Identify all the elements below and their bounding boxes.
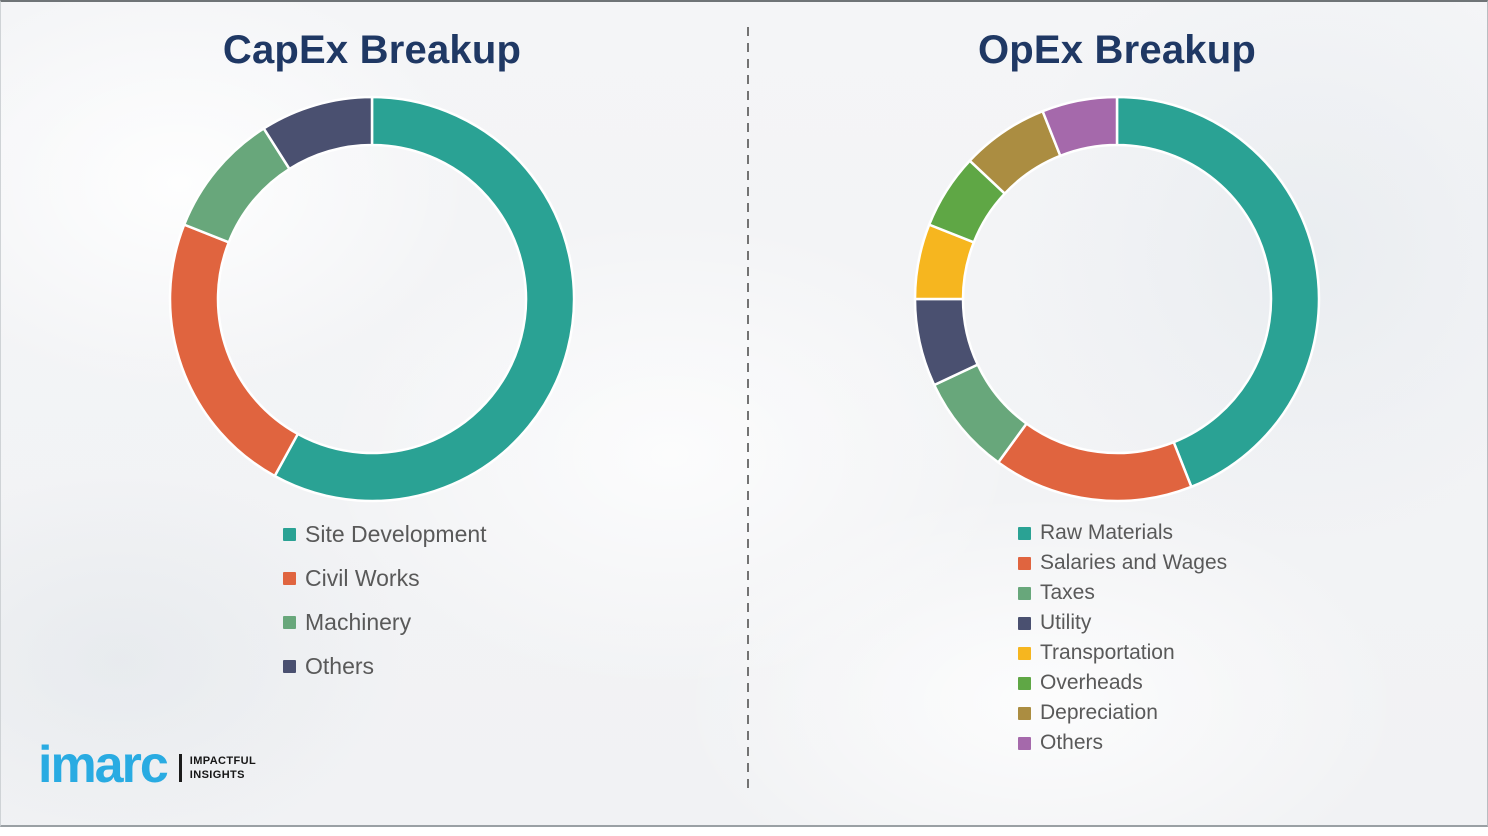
legend-item-depreciation: Depreciation bbox=[1018, 698, 1227, 728]
donut-segment bbox=[1115, 95, 1321, 489]
imarc-logo: imarc Impactful Insights bbox=[38, 739, 256, 797]
legend-item-others-capex: Others bbox=[283, 644, 487, 688]
capex-legend: Site Development Civil Works Machinery O… bbox=[283, 512, 487, 688]
legend-swatch bbox=[283, 615, 296, 629]
legend-label: Depreciation bbox=[1040, 701, 1158, 724]
legend-swatch bbox=[1018, 616, 1031, 630]
legend-item-site-development: Site Development bbox=[283, 512, 487, 556]
imarc-tagline: Impactful Insights bbox=[178, 753, 257, 783]
legend-swatch bbox=[1018, 646, 1031, 660]
legend-label: Raw Materials bbox=[1040, 521, 1174, 544]
bottom-white-strip bbox=[0, 827, 1488, 834]
vertical-dashed-divider bbox=[747, 27, 749, 792]
opex-legend: Raw Materials Salaries and Wages Taxes U… bbox=[1018, 518, 1227, 758]
tagline-line2: Insights bbox=[189, 769, 245, 781]
donut-segment bbox=[997, 422, 1193, 503]
donut-segment bbox=[168, 223, 300, 478]
legend-label: Site Development bbox=[305, 520, 487, 547]
donut-segment bbox=[262, 95, 374, 171]
legend-item-civil-works: Civil Works bbox=[283, 556, 487, 600]
legend-swatch bbox=[1018, 526, 1031, 540]
donut-segment bbox=[1041, 95, 1119, 158]
legend-label: Overheads bbox=[1040, 671, 1143, 694]
imarc-wordmark: imarc bbox=[38, 736, 169, 794]
legend-swatch bbox=[283, 659, 296, 673]
legend-label: Others bbox=[1040, 731, 1104, 754]
donut-segment bbox=[273, 95, 576, 503]
legend-item-machinery: Machinery bbox=[283, 600, 487, 644]
legend-item-overheads: Overheads bbox=[1018, 668, 1227, 698]
legend-swatch bbox=[1018, 586, 1031, 600]
legend-label: Transportation bbox=[1040, 641, 1175, 664]
legend-swatch bbox=[1018, 736, 1031, 750]
legend-label: Others bbox=[305, 652, 375, 679]
legend-item-utility: Utility bbox=[1018, 608, 1227, 638]
opex-chart-title: OpEx Breakup bbox=[977, 28, 1257, 72]
legend-label: Machinery bbox=[305, 608, 412, 635]
tagline-line1: Impactful bbox=[189, 754, 257, 767]
legend-swatch bbox=[283, 527, 296, 541]
legend-item-others-opex: Others bbox=[1018, 728, 1227, 758]
legend-swatch bbox=[1018, 706, 1031, 720]
legend-item-salaries-and-wages: Salaries and Wages bbox=[1018, 548, 1227, 578]
legend-item-raw-materials: Raw Materials bbox=[1018, 518, 1227, 548]
opex-donut-chart bbox=[913, 95, 1321, 503]
legend-swatch bbox=[283, 571, 296, 585]
legend-label: Salaries and Wages bbox=[1040, 551, 1228, 574]
legend-label: Civil Works bbox=[305, 564, 420, 591]
capex-chart-title: CapEx Breakup bbox=[222, 28, 522, 72]
legend-swatch bbox=[1018, 676, 1031, 690]
legend-label: Taxes bbox=[1040, 581, 1095, 604]
legend-item-transportation: Transportation bbox=[1018, 638, 1227, 668]
capex-donut-chart bbox=[168, 95, 576, 503]
legend-label: Utility bbox=[1040, 611, 1092, 634]
legend-item-taxes: Taxes bbox=[1018, 578, 1227, 608]
legend-swatch bbox=[1018, 556, 1031, 570]
